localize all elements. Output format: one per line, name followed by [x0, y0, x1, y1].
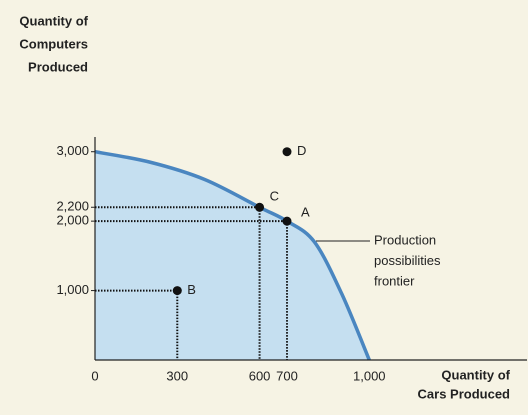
x-tick-label: 600	[249, 368, 271, 383]
point	[172, 286, 182, 296]
annotation: frontier	[374, 273, 415, 288]
x-tick-label: 0	[91, 368, 98, 383]
frontier-area	[95, 151, 370, 360]
frontier-line	[94, 149, 371, 361]
point-label: B	[187, 282, 196, 297]
y-axis-title: Computers	[19, 36, 88, 51]
y-tick-label: 2,200	[56, 199, 89, 214]
y-axis-title: Produced	[28, 59, 88, 74]
annotation: possibilities	[374, 253, 441, 268]
point	[282, 216, 292, 226]
y-axis-title: Quantity of	[19, 13, 88, 28]
point-label: D	[297, 143, 306, 158]
x-tick-label: 1,000	[353, 368, 386, 383]
x-tick-label: 700	[276, 368, 298, 383]
x-axis-title: Quantity of	[441, 367, 510, 382]
point-label: A	[301, 205, 310, 220]
point-label: C	[270, 189, 279, 204]
y-tick-label: 1,000	[56, 282, 89, 297]
y-tick-label: 2,000	[56, 213, 89, 228]
point	[282, 147, 292, 157]
point	[255, 202, 265, 212]
y-tick-label: 3,000	[56, 143, 89, 158]
annotation: Production	[374, 232, 436, 247]
x-tick-label: 300	[166, 368, 188, 383]
x-axis-title: Cars Produced	[418, 386, 511, 401]
